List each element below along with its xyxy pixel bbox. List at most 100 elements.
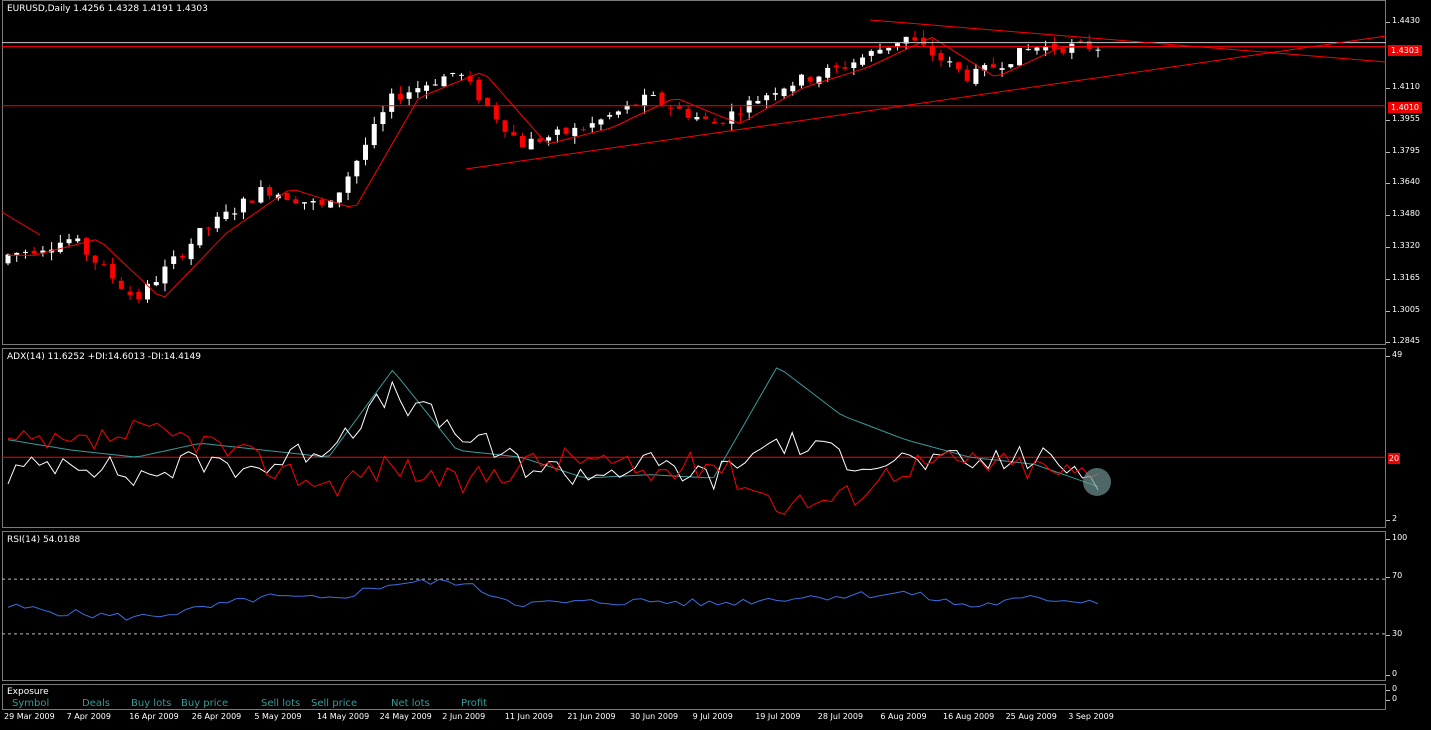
candle-body: [868, 51, 874, 56]
moving-average-line: [8, 36, 1099, 298]
candle-body: [711, 121, 717, 124]
candle-body: [354, 160, 360, 177]
exposure-col-buy-lots[interactable]: Buy lots: [131, 698, 172, 709]
exposure-col-net-lots[interactable]: Net lots: [391, 698, 430, 709]
candle-body: [110, 263, 116, 279]
rising-trendline: [465, 35, 1387, 170]
candle-body: [293, 199, 299, 204]
candle-body: [57, 242, 63, 252]
price-tick: 1.3320: [1386, 241, 1420, 250]
candle-body: [659, 92, 665, 105]
candle-body: [240, 198, 246, 213]
rsi-tick: 30: [1385, 629, 1403, 638]
date-tick: 14 May 2009: [317, 712, 370, 721]
exposure-tick: 0: [1385, 694, 1398, 703]
exposure-col-profit[interactable]: Profit: [461, 698, 488, 709]
candle-body: [598, 119, 604, 125]
candle-body: [363, 144, 369, 160]
price-tick: 1.3955: [1386, 114, 1420, 123]
candle-body: [476, 79, 482, 101]
rsi-pane[interactable]: RSI(14) 54.0188: [2, 531, 1386, 681]
date-tick: 9 Jul 2009: [692, 712, 733, 721]
candle-body: [397, 93, 403, 100]
rsi-tick: 100: [1385, 533, 1408, 542]
candle-body: [999, 68, 1005, 70]
date-tick: 24 May 2009: [379, 712, 432, 721]
candle-body: [1086, 40, 1092, 50]
candle-body: [493, 105, 499, 120]
price-pane[interactable]: EURUSD,Daily 1.4256 1.4328 1.4191 1.4303: [2, 0, 1386, 345]
candle-body: [136, 292, 142, 300]
candle-body: [572, 127, 578, 137]
candle-body: [703, 116, 709, 119]
adx-pane[interactable]: ADX(14) 11.6252 +DI:14.6013 -DI:14.4149: [2, 348, 1386, 528]
candle-body: [162, 266, 168, 284]
candle-body: [485, 97, 491, 106]
candle-body: [938, 53, 944, 61]
candle-body: [380, 112, 386, 125]
adx-pane-label: ADX(14) 11.6252 +DI:14.6013 -DI:14.4149: [7, 352, 201, 362]
candle-body: [415, 88, 421, 93]
candle-body: [1078, 40, 1084, 43]
rsi-pane-label: RSI(14) 54.0188: [7, 535, 81, 545]
date-tick: 3 Sep 2009: [1068, 712, 1114, 721]
candle-body: [214, 216, 220, 229]
candle-body: [467, 75, 473, 82]
candle-body: [799, 74, 805, 86]
candle-body: [537, 138, 543, 143]
exposure-col-buy-price[interactable]: Buy price: [181, 698, 229, 709]
candle-body: [676, 106, 682, 109]
exposure-pane[interactable]: Exposure: [2, 684, 1386, 710]
candle-body: [502, 120, 508, 132]
candle-body: [197, 227, 203, 246]
exposure-col-symbol[interactable]: Symbol: [12, 698, 50, 709]
candle-body: [267, 187, 273, 196]
date-tick: 16 Aug 2009: [943, 712, 995, 721]
candle-body: [842, 67, 848, 69]
candle-body: [127, 291, 133, 295]
candle-body: [31, 250, 37, 254]
date-tick: 19 Jul 2009: [755, 712, 801, 721]
exposure-col-deals[interactable]: Deals: [82, 698, 110, 709]
candle-body: [22, 251, 28, 253]
candle-body: [319, 199, 325, 205]
candle-body: [781, 88, 787, 97]
candle-body: [790, 85, 796, 92]
candle-body: [903, 36, 909, 44]
candle-body: [990, 64, 996, 68]
exposure-col-sell-price[interactable]: Sell price: [311, 698, 358, 709]
candle-body: [554, 129, 560, 135]
candle-body: [685, 108, 691, 118]
candle-body: [153, 282, 159, 286]
candle-body: [1069, 43, 1075, 53]
rsi-tick: 70: [1385, 571, 1403, 580]
candle-body: [118, 280, 124, 289]
plus-di-line: [7, 380, 1099, 491]
exposure-pane-label: Exposure: [7, 687, 49, 697]
date-tick: 25 Aug 2009: [1005, 712, 1057, 721]
candle-body: [75, 238, 81, 242]
candle-body: [1043, 46, 1049, 51]
rsi-scale: 100 70 30 0: [1385, 531, 1431, 681]
date-tick: 16 Apr 2009: [129, 712, 179, 721]
candle-body: [1060, 48, 1066, 53]
candle-body: [973, 68, 979, 84]
date-tick: 28 Jul 2009: [817, 712, 864, 721]
exposure-col-sell-lots[interactable]: Sell lots: [261, 698, 301, 709]
price-tick: 1.3640: [1386, 177, 1420, 186]
candle-body: [223, 211, 229, 220]
price-tick: 1.3795: [1386, 146, 1420, 155]
candle-body: [755, 100, 761, 104]
candle-body: [5, 254, 11, 264]
price-tick: 1.4430: [1386, 16, 1420, 25]
candle-body: [275, 194, 281, 199]
candle-body: [1017, 47, 1023, 66]
date-tick: 11 Jun 2009: [504, 712, 553, 721]
candle-body: [964, 69, 970, 81]
candle-body: [66, 239, 72, 244]
candle-body: [328, 200, 334, 208]
candle-body: [816, 76, 822, 84]
price-tick: 1.3005: [1386, 305, 1420, 314]
exposure-scale: 0 0: [1385, 684, 1431, 710]
